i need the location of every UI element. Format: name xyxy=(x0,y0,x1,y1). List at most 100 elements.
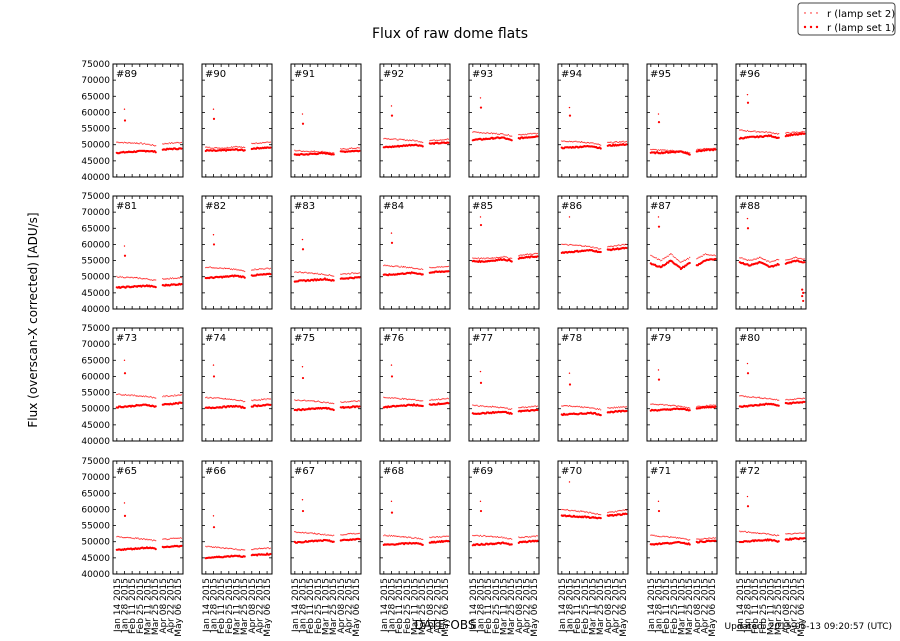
data-point-lamp-set-2 xyxy=(398,535,400,537)
data-point-lamp-set-2 xyxy=(507,257,509,259)
data-point-lamp-set-2 xyxy=(221,267,223,269)
data-point-lamp-set-2 xyxy=(654,148,656,151)
data-point-lamp-set-2 xyxy=(613,406,615,408)
data-point-lamp-set-2 xyxy=(778,259,780,261)
data-point-lamp-set-2 xyxy=(576,405,578,407)
data-point-lamp-set-2 xyxy=(599,408,601,410)
data-point-lamp-set-2 xyxy=(473,131,475,133)
data-point-lamp-set-2 xyxy=(655,535,657,537)
data-point-lamp-set-2 xyxy=(407,267,409,269)
data-point-lamp-set-2 xyxy=(255,269,257,271)
data-point-lamp-set-2 xyxy=(119,393,121,395)
data-point-lamp-set-2 xyxy=(140,278,142,280)
data-point-lamp-set-2 xyxy=(442,535,444,537)
series-lamp-set-1 xyxy=(293,537,361,544)
data-point-lamp-set-2 xyxy=(408,536,411,538)
data-point-lamp-set-2 xyxy=(251,549,253,551)
data-point-lamp-set-2 xyxy=(148,143,150,145)
data-point-lamp-set-2 xyxy=(521,254,523,257)
data-point-lamp-set-2 xyxy=(238,269,240,271)
data-point-lamp-set-2 xyxy=(504,134,506,136)
data-point-lamp-set-2 xyxy=(797,397,799,399)
data-point-lamp-set-2 xyxy=(488,257,490,260)
data-point-lamp-set-2 xyxy=(120,276,122,278)
data-point-lamp-set-2 xyxy=(664,149,666,151)
data-point-lamp-set-2 xyxy=(756,532,758,534)
data-point-lamp-set-2 xyxy=(650,403,652,405)
data-point-lamp-set-2 xyxy=(416,140,418,142)
panel-grid: 4000045000500005500060000650007000075000… xyxy=(81,60,807,637)
data-point-lamp-set-2 xyxy=(154,539,156,541)
data-point-lamp-set-1 xyxy=(510,139,513,142)
data-point-lamp-set-2 xyxy=(207,267,209,269)
data-point-lamp-set-2 xyxy=(239,549,241,551)
data-point-lamp-set-2 xyxy=(392,397,394,399)
data-point-lamp-set-1 xyxy=(154,405,157,408)
data-point-lamp-set-2 xyxy=(219,267,221,269)
series-lamp-set-2 xyxy=(116,141,182,147)
data-point-lamp-set-2 xyxy=(777,534,779,536)
data-point-lamp-set-2 xyxy=(574,140,576,142)
series-lamp-set-2 xyxy=(561,243,627,250)
data-point-lamp-set-2 xyxy=(345,148,347,150)
data-point-lamp-set-2 xyxy=(209,266,211,268)
data-point-lamp-set-2 xyxy=(773,133,775,135)
data-point-lamp-set-2 xyxy=(406,537,408,539)
data-point-lamp-set-2 xyxy=(257,548,259,550)
data-point-lamp-set-2 xyxy=(699,256,701,258)
data-point-lamp-set-2 xyxy=(178,277,180,279)
data-point-lamp-set-2 xyxy=(518,255,520,257)
x-tick-label: Jan 28 2015 xyxy=(298,578,308,633)
data-point-lamp-set-2 xyxy=(485,536,487,538)
data-point-lamp-set-2 xyxy=(708,254,710,256)
outlier-point xyxy=(390,500,393,503)
data-point-lamp-set-2 xyxy=(129,142,131,144)
data-point-lamp-set-2 xyxy=(435,266,437,268)
data-point-lamp-set-2 xyxy=(439,399,441,401)
data-point-lamp-set-2 xyxy=(571,140,573,143)
data-point-lamp-set-2 xyxy=(439,536,441,538)
data-point-lamp-set-1 xyxy=(332,408,335,412)
data-point-lamp-set-2 xyxy=(494,257,496,259)
data-point-lamp-set-2 xyxy=(608,245,610,247)
outlier-point xyxy=(568,216,571,218)
data-point-lamp-set-2 xyxy=(172,277,174,279)
data-point-lamp-set-2 xyxy=(476,534,478,536)
outlier-point xyxy=(123,245,126,247)
data-point-lamp-set-2 xyxy=(659,403,661,406)
y-tick-label: 50000 xyxy=(81,141,110,151)
data-point-lamp-set-2 xyxy=(396,139,398,141)
data-point-lamp-set-2 xyxy=(668,150,671,152)
data-point-lamp-set-1 xyxy=(510,412,513,415)
data-point-lamp-set-2 xyxy=(252,400,254,402)
data-point-lamp-set-2 xyxy=(163,538,165,540)
data-point-lamp-set-2 xyxy=(477,131,479,133)
data-point-lamp-set-2 xyxy=(341,401,343,404)
data-point-lamp-set-2 xyxy=(762,258,764,260)
data-point-lamp-set-2 xyxy=(408,139,411,141)
data-point-lamp-set-2 xyxy=(502,133,504,135)
data-point-lamp-set-2 xyxy=(154,145,156,147)
data-point-lamp-set-2 xyxy=(175,277,177,279)
data-point-lamp-set-2 xyxy=(415,537,417,539)
data-point-lamp-set-2 xyxy=(522,406,524,408)
data-point-lamp-set-2 xyxy=(679,537,681,539)
data-point-lamp-set-2 xyxy=(599,248,601,250)
data-point-lamp-set-2 xyxy=(662,258,664,260)
data-point-lamp-set-2 xyxy=(525,536,528,538)
data-point-lamp-set-2 xyxy=(614,510,617,512)
data-point-lamp-set-2 xyxy=(383,265,385,267)
data-point-lamp-set-2 xyxy=(342,273,344,275)
data-point-lamp-set-2 xyxy=(119,275,121,277)
data-point-lamp-set-2 xyxy=(230,146,233,148)
data-point-lamp-set-1 xyxy=(625,246,628,250)
data-point-lamp-set-2 xyxy=(446,266,448,268)
data-point-lamp-set-2 xyxy=(476,131,478,133)
series-lamp-set-2 xyxy=(739,129,805,135)
series-lamp-set-1 xyxy=(204,552,272,560)
data-point-lamp-set-2 xyxy=(797,532,799,535)
series-lamp-set-2 xyxy=(294,531,360,537)
data-point-lamp-set-2 xyxy=(340,401,342,403)
data-point-lamp-set-2 xyxy=(226,398,228,400)
data-point-lamp-set-2 xyxy=(801,130,803,133)
